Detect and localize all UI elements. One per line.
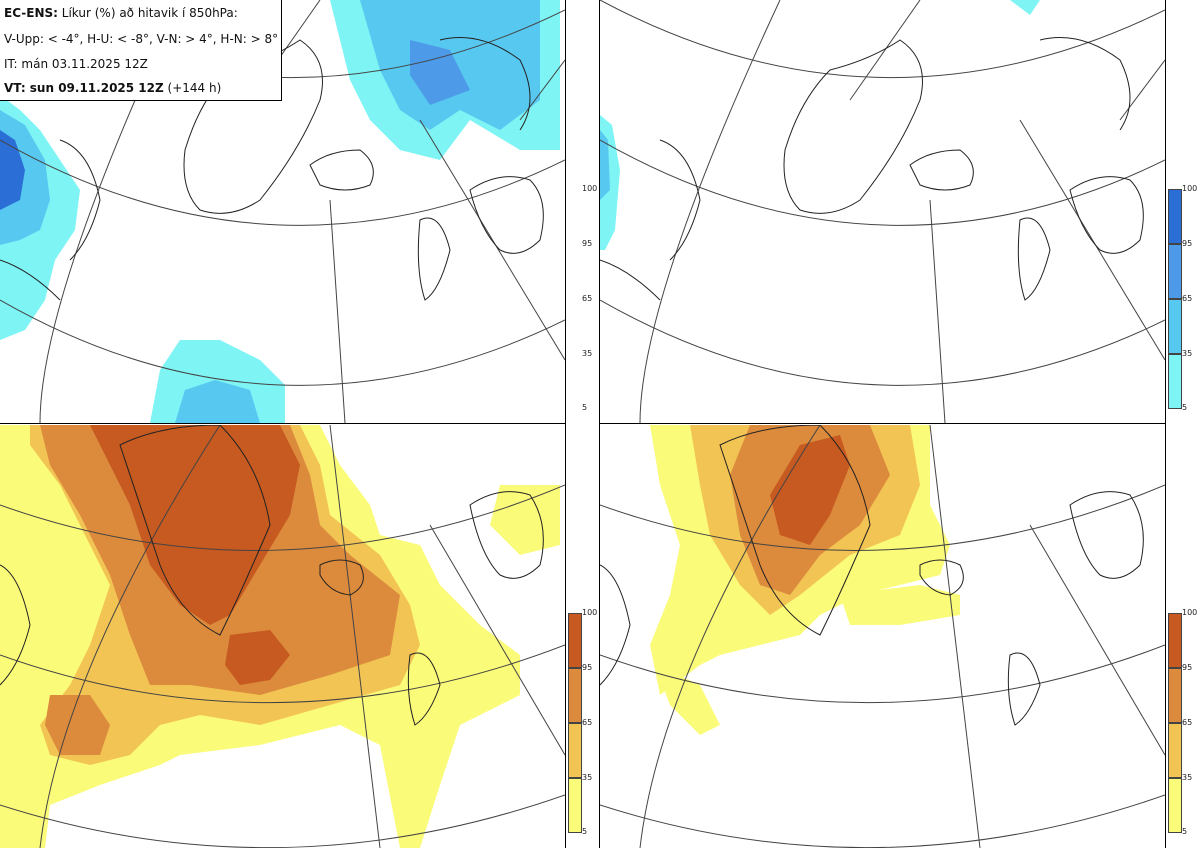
thresholds-text: V-Upp: < -4°, H-U: < -8°, V-N: > 4°, H-N… (4, 32, 279, 46)
valid-time-line: VT: sun 09.11.2025 12Z (+144 h) (4, 81, 221, 95)
coastlines (600, 425, 1144, 726)
map-bottom-left (0, 425, 565, 848)
cb-seg (1168, 723, 1182, 778)
cb-tick-95: 95 (582, 239, 593, 248)
title-text: Líkur (%) að hitavik í 850hPa: (61, 6, 238, 20)
divider-horizontal-left (0, 423, 566, 424)
cb-seg (1168, 354, 1182, 409)
cb-tick-35: 35 (582, 349, 593, 358)
cb-tick-5: 5 (582, 403, 588, 412)
cb-tick-35: 35 (582, 773, 593, 782)
cb-seg (1168, 299, 1182, 354)
colorbar-bottom-right (1168, 613, 1182, 833)
colorbar-bottom-left (568, 613, 582, 833)
colorbar-top-right (1168, 189, 1182, 409)
cb-tick-65: 65 (582, 718, 593, 727)
cb-seg (568, 778, 582, 833)
cb-seg (1168, 189, 1182, 244)
cb-tick-100: 100 (1182, 608, 1198, 617)
cb-tick-100: 100 (582, 184, 598, 193)
coastlines (0, 425, 544, 726)
map-panel-bottom-right (600, 425, 1165, 848)
cb-seg (1168, 244, 1182, 299)
cb-tick-100: 100 (582, 608, 598, 617)
cb-seg (1168, 778, 1182, 833)
cb-tick-35: 35 (1182, 773, 1193, 782)
cb-tick-5: 5 (582, 827, 588, 836)
map-panel-top-right (600, 0, 1165, 423)
cb-tick-65: 65 (1182, 718, 1193, 727)
cb-seg (1168, 668, 1182, 723)
cb-tick-95: 95 (582, 663, 593, 672)
map-panel-bottom-left (0, 425, 565, 848)
cb-seg (568, 613, 582, 668)
cb-tick-65: 65 (1182, 294, 1193, 303)
cb-seg (1168, 613, 1182, 668)
cb-seg (568, 723, 582, 778)
divider-vertical-left (565, 0, 566, 848)
map-bottom-right (600, 425, 1165, 848)
cb-tick-5: 5 (1182, 827, 1188, 836)
prob-fill-blue (0, 0, 560, 423)
cb-tick-5: 5 (1182, 403, 1188, 412)
graticule (600, 0, 1165, 423)
valid-time: VT: sun 09.11.2025 12Z (4, 81, 164, 95)
prob-fill-warm (650, 425, 960, 735)
coastlines (600, 37, 1144, 301)
cb-tick-95: 95 (1182, 239, 1193, 248)
map-top-right (600, 0, 1165, 423)
cb-tick-95: 95 (1182, 663, 1193, 672)
divider-vertical-far-right (1165, 0, 1166, 848)
prob-fill-warm (0, 425, 560, 848)
cb-seg (568, 668, 582, 723)
title-line: EC-ENS: Líkur (%) að hitavik í 850hPa: (4, 6, 238, 20)
graticule (0, 425, 565, 848)
lead-time: (+144 h) (167, 81, 222, 95)
cb-tick-65: 65 (582, 294, 593, 303)
divider-vertical-right (599, 0, 600, 848)
divider-horizontal-right (599, 423, 1166, 424)
graticule (600, 425, 1165, 848)
cb-tick-35: 35 (1182, 349, 1193, 358)
prob-fill-blue (600, 0, 1040, 250)
cb-tick-100: 100 (1182, 184, 1198, 193)
model-label: EC-ENS: (4, 6, 58, 20)
init-time: IT: mán 03.11.2025 12Z (4, 57, 148, 71)
header-info-box: EC-ENS: Líkur (%) að hitavik í 850hPa: V… (0, 0, 282, 101)
